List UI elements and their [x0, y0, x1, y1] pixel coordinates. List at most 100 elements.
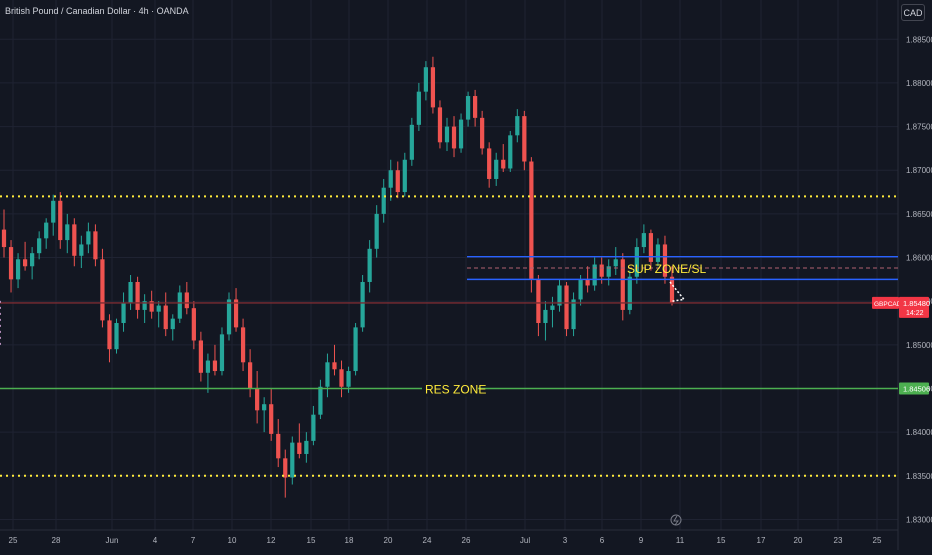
lightning-icon	[673, 515, 679, 526]
x-tick-label: 9	[639, 536, 644, 545]
candle-body	[8, 247, 14, 280]
candle-body	[198, 340, 203, 373]
candle-body	[93, 231, 98, 260]
candle-body	[634, 247, 639, 277]
y-tick-label: 1.85000	[906, 341, 932, 350]
candle-body	[142, 301, 147, 310]
x-tick-label: 25	[873, 536, 882, 545]
candle-body	[641, 233, 646, 248]
candle-body	[65, 224, 70, 241]
candle-body	[44, 222, 49, 239]
candle-body	[473, 96, 478, 118]
chart-title: British Pound / Canadian Dollar · 4h · O…	[5, 6, 189, 16]
candle-body	[191, 308, 196, 341]
x-tick-label: 23	[834, 536, 843, 545]
candle-body	[346, 371, 351, 387]
candle-body	[163, 305, 168, 330]
candle-body	[578, 279, 583, 300]
candle-body	[451, 126, 457, 149]
candle-body	[423, 67, 429, 92]
candle-body	[613, 259, 618, 267]
symbol-tag	[872, 296, 899, 309]
candle-body	[409, 124, 414, 160]
x-tick-label: 15	[717, 536, 726, 545]
x-tick-label: 20	[384, 536, 393, 545]
res-price-tag	[899, 382, 929, 395]
candle-body	[72, 224, 77, 256]
x-tick-label: 4	[153, 536, 158, 545]
candle-body	[444, 126, 450, 143]
candle-body	[465, 96, 471, 120]
x-tick-label: 20	[794, 536, 803, 545]
candle-body	[515, 116, 520, 136]
x-tick-label: 24	[423, 536, 432, 545]
candle-body	[135, 281, 140, 310]
candle-body	[522, 116, 527, 162]
x-tick-label: 12	[267, 536, 276, 545]
candle-body	[177, 292, 182, 319]
x-tick-label: 18	[345, 536, 354, 545]
res-price-text: 1.84506	[903, 384, 930, 393]
candle-body	[620, 259, 625, 310]
candle-body	[480, 117, 485, 149]
candle-body	[395, 170, 400, 193]
candle-body	[226, 299, 232, 335]
x-tick-label: 3	[563, 536, 568, 545]
candle-body	[494, 159, 499, 179]
candle-body	[297, 442, 302, 454]
candle-body	[564, 285, 569, 330]
candle-body	[416, 91, 421, 125]
event-marker-icon[interactable]	[670, 514, 682, 526]
currency-button[interactable]: CAD	[901, 4, 925, 21]
candle-body	[15, 259, 21, 280]
candle-body	[205, 360, 211, 373]
candle-body	[388, 170, 393, 188]
candle-body	[156, 305, 161, 312]
candle-body	[269, 404, 274, 434]
candle-body	[353, 327, 358, 372]
candle-body	[508, 135, 513, 169]
candle-body	[37, 238, 42, 254]
candle-body	[592, 264, 597, 286]
candle-body	[402, 159, 407, 193]
y-tick-label: 1.88000	[906, 79, 932, 88]
x-tick-label: 25	[9, 536, 18, 545]
y-tick-label: 1.83000	[906, 515, 932, 524]
x-tick-label: 6	[600, 536, 605, 545]
candle-body	[669, 276, 675, 303]
y-tick-label: 1.86000	[906, 254, 932, 263]
candle-body	[536, 279, 541, 324]
y-tick-label: 1.87500	[906, 123, 932, 132]
x-tick-label: Jun	[106, 536, 119, 545]
candle-body	[212, 360, 218, 372]
x-tick-label: Jul	[520, 536, 530, 545]
y-tick-label: 1.83500	[906, 472, 932, 481]
candle-body	[332, 362, 337, 370]
candle-body	[311, 414, 316, 441]
symbol-tag-text: GBPCAD	[874, 301, 902, 308]
candle-body	[627, 276, 632, 310]
candle-body	[233, 299, 239, 328]
candle-body	[184, 292, 189, 309]
x-tick-label: 26	[462, 536, 471, 545]
candle-body	[86, 231, 91, 245]
candle-body	[22, 259, 28, 267]
candle-body	[262, 404, 267, 411]
candle-body	[255, 388, 260, 411]
x-tick-label: 11	[676, 536, 685, 545]
zone-label-sup: SUP ZONE/SL	[627, 262, 706, 276]
candle-body	[290, 442, 295, 478]
candle-body	[606, 266, 611, 277]
candle-body	[219, 334, 225, 372]
candle-body	[487, 148, 492, 179]
candle-body	[543, 309, 548, 324]
candle-body	[655, 244, 661, 262]
candle-body	[571, 299, 576, 330]
candle-body	[550, 305, 555, 310]
candle-body	[374, 213, 379, 249]
candle-body	[1, 229, 7, 248]
candle-body	[501, 159, 506, 169]
x-tick-label: 7	[191, 536, 196, 545]
